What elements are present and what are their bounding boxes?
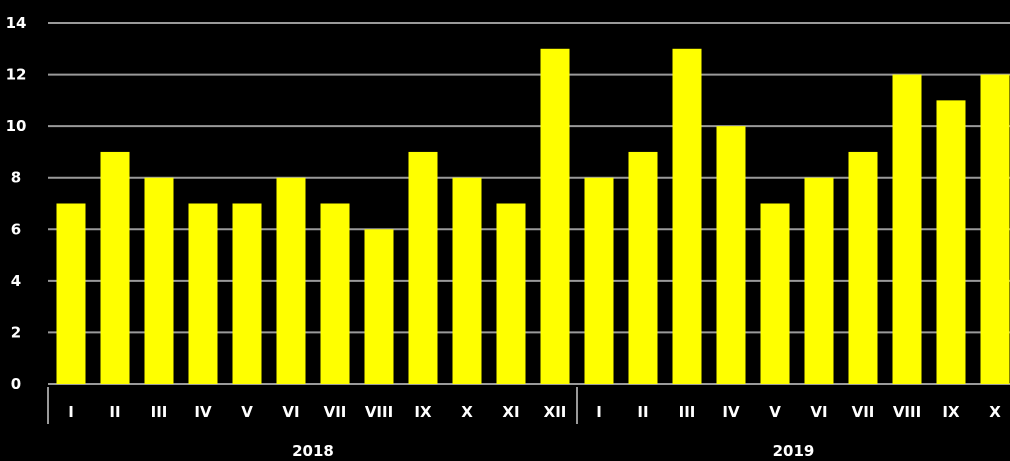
bar bbox=[452, 177, 482, 384]
bar bbox=[672, 48, 702, 385]
x-tick-label: I bbox=[596, 403, 602, 421]
y-tick-label: 12 bbox=[6, 66, 27, 84]
bar bbox=[188, 203, 218, 384]
bar bbox=[804, 177, 834, 384]
y-tick-label: 10 bbox=[6, 117, 27, 135]
bar bbox=[936, 100, 966, 384]
y-tick-label: 14 bbox=[6, 14, 27, 32]
bar bbox=[716, 126, 746, 385]
bar bbox=[540, 48, 570, 385]
bar bbox=[496, 203, 526, 384]
y-tick-label: 4 bbox=[11, 272, 21, 290]
x-tick-label: IV bbox=[722, 403, 740, 421]
bar bbox=[276, 177, 306, 384]
y-axis-ticks: 0 2 4 6 8 10 12 14 bbox=[6, 14, 27, 393]
y-tick-label: 8 bbox=[11, 169, 21, 187]
x-tick-label: III bbox=[679, 403, 696, 421]
y-tick-label: 6 bbox=[11, 220, 21, 238]
year-group-labels: 2018 2019 bbox=[47, 387, 815, 460]
x-tick-label: X bbox=[461, 403, 473, 421]
bar bbox=[584, 177, 614, 384]
x-tick-label: VI bbox=[810, 403, 827, 421]
x-tick-label: XII bbox=[544, 403, 567, 421]
bar bbox=[980, 74, 1010, 385]
bar bbox=[56, 203, 86, 384]
x-tick-label: II bbox=[637, 403, 648, 421]
bar bbox=[320, 203, 350, 384]
x-tick-label: V bbox=[241, 403, 253, 421]
x-tick-label: VIII bbox=[365, 403, 393, 421]
x-axis-ticks: I II III IV V VI VII VIII IX X XI XII I II III IV V VI VII… bbox=[68, 403, 1001, 421]
x-tick-label: X bbox=[989, 403, 1001, 421]
x-tick-label: IV bbox=[194, 403, 212, 421]
bar bbox=[100, 151, 130, 384]
x-tick-label: XI bbox=[502, 403, 519, 421]
bar bbox=[408, 151, 438, 384]
x-tick-label: V bbox=[769, 403, 781, 421]
y-tick-label: 0 bbox=[11, 375, 21, 393]
x-tick-label: IX bbox=[414, 403, 432, 421]
x-tick-label: VI bbox=[282, 403, 299, 421]
x-tick-label: VII bbox=[852, 403, 875, 421]
x-tick-label: II bbox=[109, 403, 120, 421]
x-tick-label: I bbox=[68, 403, 74, 421]
bar bbox=[892, 74, 922, 385]
bar bbox=[364, 229, 394, 384]
group-label: 2018 bbox=[292, 442, 334, 460]
bar bbox=[628, 151, 658, 384]
x-tick-label: IX bbox=[942, 403, 960, 421]
x-tick-label: III bbox=[151, 403, 168, 421]
bar bbox=[848, 151, 878, 384]
bar bbox=[144, 177, 174, 384]
bar bbox=[232, 203, 262, 384]
bar bbox=[760, 203, 790, 384]
bars bbox=[56, 48, 1010, 385]
group-label: 2019 bbox=[773, 442, 815, 460]
y-tick-label: 2 bbox=[11, 323, 21, 341]
x-tick-label: VIII bbox=[893, 403, 921, 421]
x-tick-label: VII bbox=[324, 403, 347, 421]
